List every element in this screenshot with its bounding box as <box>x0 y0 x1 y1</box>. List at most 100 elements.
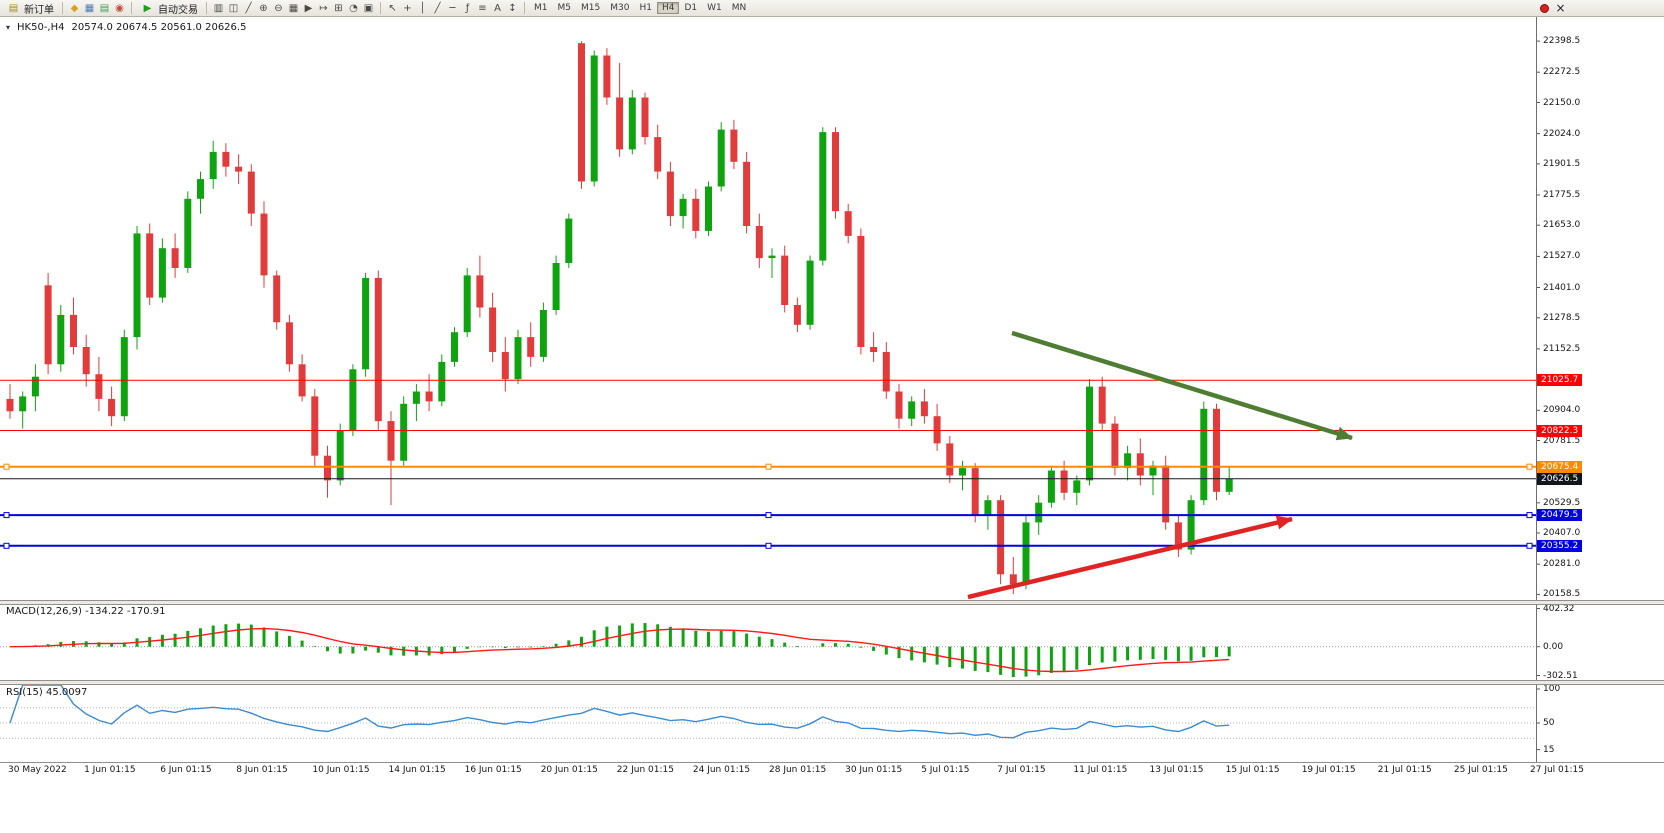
trendline-icon[interactable]: ╱ <box>434 2 441 14</box>
periods-icon[interactable]: ◔ <box>349 2 358 14</box>
price-level-tag: 20675.4 <box>1537 460 1583 473</box>
date-axis-label: 5 Jul 01:15 <box>921 765 970 775</box>
timeframe-h4-button[interactable]: H4 <box>656 2 680 14</box>
ohlc-values: 20574.0 20674.5 20561.0 20626.5 <box>71 22 247 33</box>
new-order-icon: ▤ <box>8 2 19 14</box>
zoom-in-icon[interactable]: ⊕ <box>259 2 268 14</box>
price-axis-label: 20904.0 <box>1543 405 1581 416</box>
macd-histogram <box>21 623 1231 678</box>
text-icon[interactable]: A <box>494 2 501 14</box>
navigator-icon[interactable]: ▤ <box>99 2 110 14</box>
new-order-button[interactable]: ▤ 新订单 <box>2 1 58 16</box>
toolbar-separator <box>62 2 63 14</box>
date-axis-label: 24 Jun 01:15 <box>692 765 751 775</box>
close-icon[interactable]: × <box>1555 1 1566 15</box>
macd-name: MACD(12,26,9) <box>6 606 82 617</box>
price-axis-label: 20781.5 <box>1543 435 1581 446</box>
symbol-period-label: HK50-,H4 <box>17 22 65 33</box>
indicators-icon[interactable]: ⊞ <box>334 2 343 14</box>
price-axis-label: 21278.5 <box>1543 312 1581 323</box>
auto-scroll-icon[interactable]: ▶ <box>304 2 313 14</box>
price-axis-label: 21901.5 <box>1543 158 1581 169</box>
zoom-out-icon[interactable]: ⊖ <box>274 2 283 14</box>
auto-trading-label: 自动交易 <box>158 4 198 16</box>
line-chart-icon[interactable]: ╱ <box>245 2 252 14</box>
tile-windows-icon[interactable]: ▦ <box>288 2 299 14</box>
toolbar-separator <box>131 2 132 14</box>
macd-axis-label: 402.32 <box>1543 603 1575 614</box>
timeframe-h1-button[interactable]: H1 <box>639 3 652 13</box>
templates-icon[interactable]: ▣ <box>363 2 374 14</box>
date-axis-label: 19 Jul 01:15 <box>1301 765 1356 775</box>
date-axis-label: 16 Jun 01:15 <box>464 765 522 775</box>
rsi-axis-label: 15 <box>1543 744 1555 755</box>
chart-shift-icon[interactable]: ↦ <box>319 2 328 14</box>
crosshair-icon[interactable]: + <box>403 2 412 14</box>
date-axis-label: 21 Jul 01:15 <box>1377 765 1432 775</box>
toolbar-separator <box>380 2 381 14</box>
collapse-icon[interactable]: ▾ <box>6 23 11 32</box>
rsi-axis-label: 50 <box>1543 718 1555 728</box>
bar-chart-icon[interactable]: ▥ <box>213 2 224 14</box>
macd-signal-line <box>9 627 1230 673</box>
price-axis-line <box>1536 17 1537 762</box>
date-axis-separator <box>0 762 1664 763</box>
auto-trading-icon: ▶ <box>143 2 152 14</box>
price-axis-label: 22272.5 <box>1543 67 1581 78</box>
price-axis-label: 20529.5 <box>1543 497 1581 508</box>
auto-trading-button[interactable]: ▶ 自动交易 <box>136 1 202 16</box>
timeframe-m15-button[interactable]: M15 <box>581 3 601 13</box>
price-axis-label: 22150.0 <box>1543 97 1581 108</box>
date-axis-label: 22 Jun 01:15 <box>616 765 674 775</box>
rsi-value: 45.0097 <box>45 687 88 698</box>
market-watch-icon[interactable]: ◆ <box>70 2 79 14</box>
timeframe-m5-button[interactable]: M5 <box>557 3 572 13</box>
price-axis-label: 20158.5 <box>1543 589 1581 600</box>
date-axis-label: 1 Jun 01:15 <box>84 765 136 775</box>
candlestick-chart-icon[interactable]: ◫ <box>228 2 239 14</box>
chart-icons-group: ▥ ◫ ╱ ⊕ ⊖ ▦ ▶ ↦ ⊞ ◔ ▣ <box>211 1 376 16</box>
candles <box>6 41 1233 595</box>
pane-splitter[interactable] <box>0 600 1664 605</box>
price-axis-label: 21401.0 <box>1543 282 1581 293</box>
red-trend-arrow[interactable] <box>967 515 1293 600</box>
timeframe-w1-button[interactable]: W1 <box>707 3 722 13</box>
arrows-tool-icon[interactable]: ↕ <box>508 2 517 14</box>
fibonacci-icon[interactable]: ƒ <box>465 2 470 14</box>
date-axis-label: 13 Jul 01:15 <box>1149 765 1204 775</box>
vertical-line-icon[interactable]: │ <box>419 2 426 14</box>
cursor-icon[interactable]: ↖ <box>388 2 397 14</box>
rsi-line <box>9 684 1230 739</box>
macd-values: -134.22 -170.91 <box>85 606 166 617</box>
date-axis-label: 14 Jun 01:15 <box>388 765 446 775</box>
strategy-tester-icon[interactable]: ◉ <box>115 2 124 14</box>
macd-axis-label: -302.51 <box>1543 670 1578 681</box>
date-axis-label: 10 Jun 01:15 <box>312 765 370 775</box>
pane-splitter[interactable] <box>0 680 1664 685</box>
macd-label: MACD(12,26,9) -134.22 -170.91 <box>6 606 166 617</box>
new-order-label: 新订单 <box>24 4 54 16</box>
date-axis-label: 6 Jun 01:15 <box>160 765 212 775</box>
date-axis-label: 30 Jun 01:15 <box>845 765 903 775</box>
channel-icon[interactable]: ≡ <box>478 2 487 14</box>
date-axis-label: 8 Jun 01:15 <box>236 765 288 775</box>
date-axis-label: 30 May 2022 <box>8 765 67 775</box>
date-axis-label: 20 Jun 01:15 <box>540 765 598 775</box>
date-axis-label: 28 Jun 01:15 <box>769 765 827 775</box>
green-trend-arrow[interactable] <box>1011 330 1353 441</box>
timeframe-mn-button[interactable]: MN <box>731 3 747 13</box>
rsi-axis-label: 100 <box>1543 684 1561 694</box>
record-icon[interactable] <box>1537 1 1552 16</box>
timeframe-d1-button[interactable]: D1 <box>684 3 698 13</box>
price-axis-label: 22398.5 <box>1543 36 1581 47</box>
horizontal-line-icon[interactable]: ─ <box>449 2 456 14</box>
macd-axis-label: 0.00 <box>1543 641 1564 652</box>
date-axis-label: 25 Jul 01:15 <box>1453 765 1508 775</box>
timeframe-m30-button[interactable]: M30 <box>610 3 630 13</box>
rsi-label: RSI(15) 45.0097 <box>6 687 87 698</box>
data-window-icon[interactable]: ▦ <box>84 2 95 14</box>
timeframe-m1-button[interactable]: M1 <box>534 3 548 13</box>
